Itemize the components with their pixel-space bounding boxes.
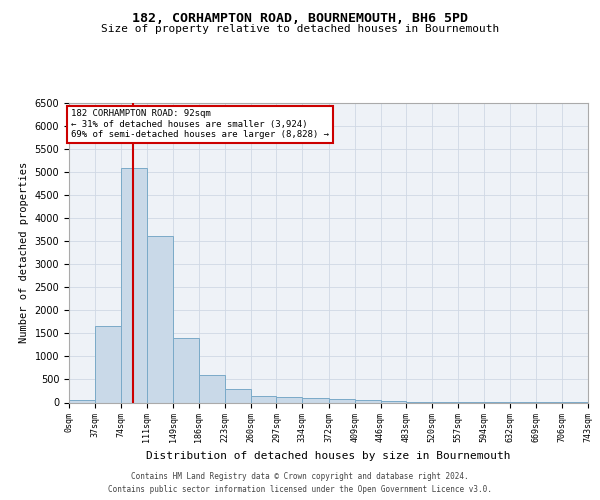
Bar [225,388,251,402]
Bar [302,398,329,402]
Bar [329,400,355,402]
Y-axis label: Number of detached properties: Number of detached properties [19,162,29,343]
Text: 182, CORHAMPTON ROAD, BOURNEMOUTH, BH6 5PD: 182, CORHAMPTON ROAD, BOURNEMOUTH, BH6 5… [132,12,468,26]
Bar [251,396,277,402]
Bar [146,236,173,402]
Bar [173,338,199,402]
Bar [277,397,302,402]
X-axis label: Distribution of detached houses by size in Bournemouth: Distribution of detached houses by size … [146,450,511,460]
Text: Contains HM Land Registry data © Crown copyright and database right 2024.
Contai: Contains HM Land Registry data © Crown c… [108,472,492,494]
Bar [69,400,95,402]
Text: Size of property relative to detached houses in Bournemouth: Size of property relative to detached ho… [101,24,499,34]
Bar [121,168,146,402]
Text: 182 CORHAMPTON ROAD: 92sqm
← 31% of detached houses are smaller (3,924)
69% of s: 182 CORHAMPTON ROAD: 92sqm ← 31% of deta… [71,110,329,139]
Bar [199,375,225,402]
Bar [380,401,406,402]
Bar [355,400,380,402]
Bar [95,326,121,402]
